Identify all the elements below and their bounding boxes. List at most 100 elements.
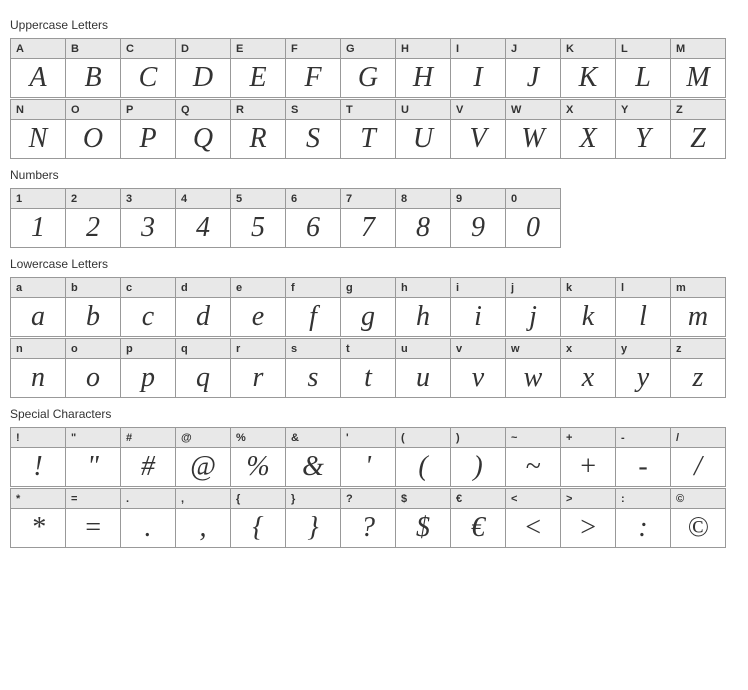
section: Lowercase Letters aabbccddeeffgghhiijjkkl… [10,257,738,397]
glyph-preview: = [66,509,120,547]
glyph-preview: { [231,509,285,547]
glyph-preview: 4 [176,209,230,247]
glyph-label: < [506,489,560,509]
glyph-preview: 6 [286,209,340,247]
glyph-label: ? [341,489,395,509]
glyph-label: & [286,428,340,448]
glyph-row: **==..,,{{}}??$$€€<<>>::©© [10,488,738,547]
glyph-cell: aa [10,277,66,337]
glyph-label: U [396,100,450,120]
glyph-cell: jj [505,277,561,337]
glyph-preview: 1 [11,209,65,247]
glyph-label: $ [396,489,450,509]
glyph-cell: << [505,488,561,548]
glyph-label: y [616,339,670,359]
glyph-preview: r [231,359,285,397]
glyph-label: 0 [506,189,560,209]
glyph-cell: ~~ [505,427,561,487]
glyph-preview: 7 [341,209,395,247]
glyph-label: b [66,278,120,298]
glyph-cell: bb [65,277,121,337]
section-title: Lowercase Letters [10,257,738,271]
glyph-preview: S [286,120,340,158]
glyph-preview: Z [671,120,725,158]
glyph-preview: y [616,359,670,397]
glyph-cell: 00 [505,188,561,248]
glyph-label: 1 [11,189,65,209]
glyph-cell: 66 [285,188,341,248]
glyph-cell: ww [505,338,561,398]
glyph-preview: A [11,59,65,97]
glyph-label: x [561,339,615,359]
glyph-cell: TT [340,99,396,159]
glyph-row: nnooppqqrrssttuuvvwwxxyyzz [10,338,738,397]
glyph-label: t [341,339,395,359]
glyph-label: @ [176,428,230,448]
glyph-cell: ©© [670,488,726,548]
glyph-cell: 11 [10,188,66,248]
glyph-label: A [11,39,65,59]
glyph-preview: u [396,359,450,397]
glyph-label: u [396,339,450,359]
glyph-label: O [66,100,120,120]
glyph-label: 6 [286,189,340,209]
glyph-preview: G [341,59,395,97]
glyph-label: M [671,39,725,59]
glyph-label: : [616,489,670,509]
glyph-cell: cc [120,277,176,337]
glyph-cell: LL [615,38,671,98]
glyph-cell: 33 [120,188,176,248]
glyph-preview: } [286,509,340,547]
glyph-cell: qq [175,338,231,398]
glyph-label: Q [176,100,230,120]
glyph-preview: Y [616,120,670,158]
glyph-cell: WW [505,99,561,159]
glyph-label: V [451,100,505,120]
glyph-cell: (( [395,427,451,487]
glyph-label: g [341,278,395,298]
glyph-preview: g [341,298,395,336]
glyph-label: l [616,278,670,298]
glyph-preview: ? [341,509,395,547]
glyph-cell: KK [560,38,616,98]
glyph-label: r [231,339,285,359]
glyph-label: X [561,100,615,120]
glyph-label: R [231,100,285,120]
glyph-preview: E [231,59,285,97]
glyph-label: G [341,39,395,59]
glyph-row: AABBCCDDEEFFGGHHIIJJKKLLMM [10,38,738,97]
glyph-preview: d [176,298,230,336]
glyph-cell: mm [670,277,726,337]
glyph-preview: s [286,359,340,397]
glyph-label: N [11,100,65,120]
glyph-cell: VV [450,99,506,159]
glyph-cell: xx [560,338,616,398]
glyph-label: i [451,278,505,298]
glyph-cell: €€ [450,488,506,548]
glyph-label: + [561,428,615,448]
glyph-preview: 8 [396,209,450,247]
glyph-cell: uu [395,338,451,398]
glyph-label: E [231,39,285,59]
glyph-cell: -- [615,427,671,487]
glyph-preview: f [286,298,340,336]
glyph-preview: * [11,509,65,547]
glyph-cell: rr [230,338,286,398]
glyph-cell: hh [395,277,451,337]
section: Special Characters!!""##@@%%&&''(())~~++… [10,407,738,547]
glyph-cell: ZZ [670,99,726,159]
glyph-preview: X [561,120,615,158]
glyph-cell: tt [340,338,396,398]
glyph-cell: 55 [230,188,286,248]
glyph-cell: ff [285,277,341,337]
glyph-label: # [121,428,175,448]
glyph-label: Y [616,100,670,120]
glyph-cell: MM [670,38,726,98]
glyph-row: aabbccddeeffgghhiijjkkllmm [10,277,738,336]
glyph-cell: >> [560,488,616,548]
glyph-label: v [451,339,505,359]
glyph-cell: PP [120,99,176,159]
glyph-preview: Q [176,120,230,158]
glyph-preview: R [231,120,285,158]
glyph-preview: " [66,448,120,486]
